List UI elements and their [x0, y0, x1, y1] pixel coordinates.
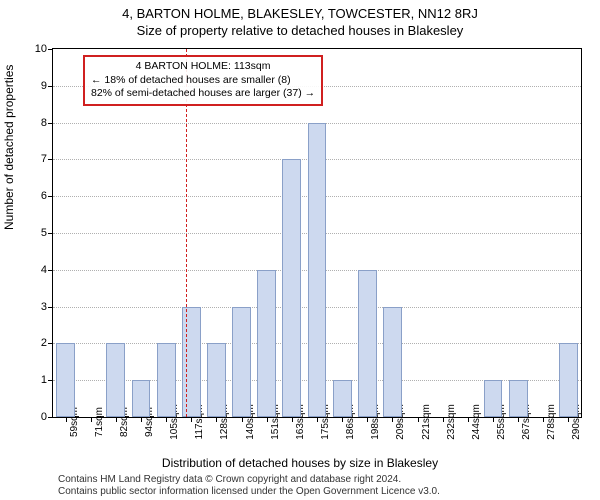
ytick-label: 8: [41, 117, 47, 129]
ytick-label: 6: [41, 190, 47, 202]
ytick-label: 7: [41, 153, 47, 165]
ytick-mark: [48, 343, 53, 344]
xtick-mark: [568, 417, 569, 422]
xtick-mark: [166, 417, 167, 422]
credits-line2: Contains public sector information licen…: [58, 486, 440, 498]
xtick-mark: [418, 417, 419, 422]
histogram-bar: [333, 380, 352, 417]
xtick-mark: [292, 417, 293, 422]
xtick-mark: [443, 417, 444, 422]
chart-area: 01234567891059sqm71sqm82sqm94sqm105sqm11…: [52, 48, 582, 418]
xtick-mark: [317, 417, 318, 422]
xtick-mark: [242, 417, 243, 422]
xtick-label: 278sqm: [546, 404, 557, 440]
xtick-label: 244sqm: [471, 404, 482, 440]
xtick-mark: [191, 417, 192, 422]
annotation-box: 4 BARTON HOLME: 113sqm← 18% of detached …: [83, 55, 323, 106]
ytick-mark: [48, 86, 53, 87]
ytick-mark: [48, 233, 53, 234]
histogram-bar: [308, 123, 327, 417]
histogram-bar: [157, 343, 176, 417]
ytick-mark: [48, 307, 53, 308]
xtick-mark: [518, 417, 519, 422]
ytick-mark: [48, 159, 53, 160]
credits: Contains HM Land Registry data © Crown c…: [58, 474, 440, 498]
histogram-bar: [358, 270, 377, 417]
histogram-bar: [106, 343, 125, 417]
x-axis-label: Distribution of detached houses by size …: [0, 456, 600, 470]
ytick-label: 3: [41, 301, 47, 313]
xtick-mark: [91, 417, 92, 422]
ytick-label: 4: [41, 264, 47, 276]
xtick-mark: [216, 417, 217, 422]
ytick-mark: [48, 380, 53, 381]
histogram-bar: [182, 307, 201, 417]
ytick-label: 9: [41, 80, 47, 92]
histogram-bar: [484, 380, 503, 417]
y-axis-label: Number of detached properties: [2, 65, 16, 230]
ytick-label: 10: [35, 43, 47, 55]
histogram-bar: [132, 380, 151, 417]
ytick-mark: [48, 49, 53, 50]
xtick-mark: [342, 417, 343, 422]
xtick-mark: [493, 417, 494, 422]
xtick-mark: [543, 417, 544, 422]
annotation-line: 4 BARTON HOLME: 113sqm: [91, 60, 315, 74]
xtick-label: 71sqm: [94, 407, 105, 437]
xtick-label: 221sqm: [421, 404, 432, 440]
xtick-mark: [141, 417, 142, 422]
histogram-bar: [282, 159, 301, 417]
annotation-line: 82% of semi-detached houses are larger (…: [91, 87, 315, 101]
histogram-bar: [383, 307, 402, 417]
xtick-mark: [66, 417, 67, 422]
title-main: 4, BARTON HOLME, BLAKESLEY, TOWCESTER, N…: [0, 0, 600, 21]
histogram-bar: [257, 270, 276, 417]
ytick-label: 5: [41, 227, 47, 239]
ytick-mark: [48, 196, 53, 197]
ytick-mark: [48, 270, 53, 271]
xtick-label: 232sqm: [446, 404, 457, 440]
histogram-bar: [559, 343, 578, 417]
title-sub: Size of property relative to detached ho…: [0, 23, 600, 38]
xtick-mark: [392, 417, 393, 422]
ytick-mark: [48, 417, 53, 418]
histogram-bar: [509, 380, 528, 417]
ytick-mark: [48, 123, 53, 124]
histogram-bar: [56, 343, 75, 417]
annotation-line: ← 18% of detached houses are smaller (8): [91, 74, 315, 88]
histogram-bar: [207, 343, 226, 417]
histogram-bar: [232, 307, 251, 417]
xtick-mark: [116, 417, 117, 422]
ytick-label: 0: [41, 411, 47, 423]
ytick-label: 2: [41, 337, 47, 349]
xtick-mark: [468, 417, 469, 422]
xtick-mark: [267, 417, 268, 422]
ytick-label: 1: [41, 374, 47, 386]
xtick-mark: [367, 417, 368, 422]
credits-line1: Contains HM Land Registry data © Crown c…: [58, 474, 440, 486]
